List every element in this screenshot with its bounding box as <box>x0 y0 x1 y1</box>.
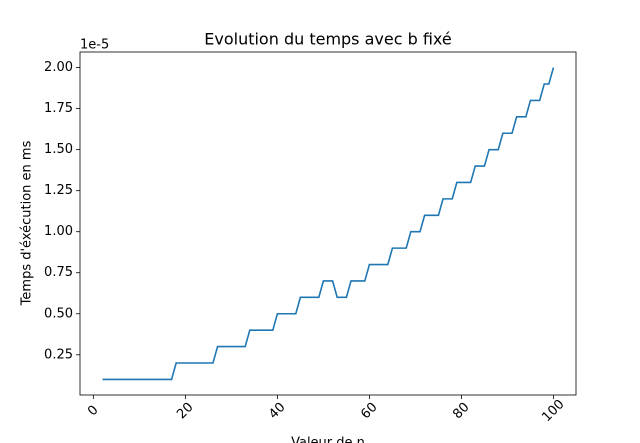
y-tick-label: 1.50 <box>44 142 73 157</box>
y-offset-label: 1e-5 <box>80 38 109 53</box>
x-tick-label: 0 <box>85 403 101 419</box>
x-axis-label: Valeur de n <box>291 436 365 443</box>
y-tick-label: 0.25 <box>44 347 73 362</box>
y-tick-label: 1.75 <box>44 101 73 116</box>
y-axis-label: Temps d'éxécution en ms <box>20 140 35 306</box>
x-tick-label: 20 <box>174 400 196 422</box>
chart-title: Evolution du temps avec b fixé <box>204 30 452 49</box>
data-line <box>102 67 555 381</box>
x-tick-label: 40 <box>266 400 288 422</box>
x-tick-label: 60 <box>358 400 380 422</box>
y-tick-label: 1.25 <box>44 183 73 198</box>
y-tick-label: 2.00 <box>44 60 73 75</box>
y-tick-label: 0.50 <box>44 306 73 321</box>
x-tick-label: 80 <box>450 400 472 422</box>
plot-frame <box>79 51 577 396</box>
y-tick-label: 0.75 <box>44 265 73 280</box>
x-tick-label: 100 <box>539 397 567 425</box>
y-tick-label: 1.00 <box>44 224 73 239</box>
